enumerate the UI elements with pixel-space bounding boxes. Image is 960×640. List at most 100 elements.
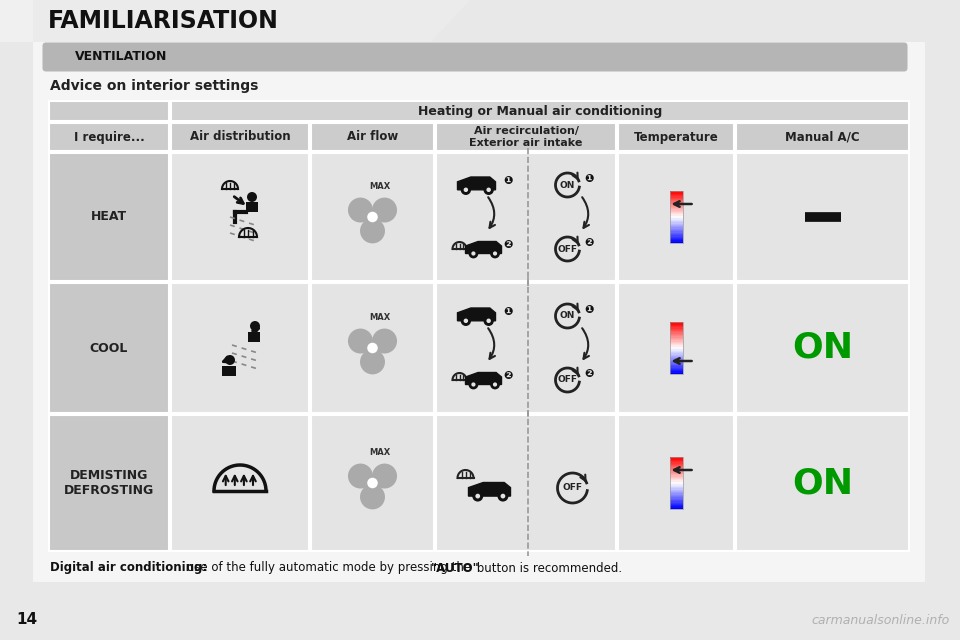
FancyBboxPatch shape [669,485,683,487]
Text: ON: ON [792,466,853,500]
FancyBboxPatch shape [669,490,683,492]
FancyBboxPatch shape [669,214,683,216]
Text: carmanualsonline.info: carmanualsonline.info [812,614,950,627]
FancyBboxPatch shape [669,195,683,196]
FancyBboxPatch shape [669,222,683,223]
FancyBboxPatch shape [669,345,683,347]
FancyBboxPatch shape [669,217,683,218]
FancyBboxPatch shape [669,326,683,327]
Text: ON: ON [560,180,575,189]
FancyBboxPatch shape [669,466,683,467]
FancyBboxPatch shape [669,354,683,356]
Circle shape [471,252,475,255]
Text: use of the fully automatic mode by pressing the: use of the fully automatic mode by press… [183,561,475,575]
FancyBboxPatch shape [669,457,683,458]
FancyBboxPatch shape [669,196,683,198]
Text: MAX: MAX [369,182,391,191]
FancyBboxPatch shape [669,483,683,484]
FancyBboxPatch shape [669,342,683,344]
FancyBboxPatch shape [669,360,683,361]
FancyBboxPatch shape [669,488,683,490]
Text: ❶: ❶ [503,176,513,186]
FancyBboxPatch shape [669,477,683,479]
Circle shape [462,316,470,325]
FancyBboxPatch shape [669,461,683,462]
Circle shape [464,188,468,192]
Polygon shape [458,308,495,321]
FancyBboxPatch shape [669,211,683,213]
FancyBboxPatch shape [669,202,683,204]
Text: Air flow: Air flow [347,131,398,143]
FancyBboxPatch shape [669,230,683,231]
FancyBboxPatch shape [735,153,909,281]
Text: ON: ON [792,331,853,365]
Text: Air recirculation/
Exterior air intake: Air recirculation/ Exterior air intake [469,126,583,148]
Circle shape [348,198,372,223]
FancyBboxPatch shape [669,200,683,202]
FancyBboxPatch shape [735,415,909,551]
FancyBboxPatch shape [669,494,683,496]
Circle shape [372,463,397,488]
FancyBboxPatch shape [669,468,683,470]
FancyBboxPatch shape [669,192,683,193]
FancyBboxPatch shape [436,123,616,151]
FancyBboxPatch shape [669,484,683,486]
FancyBboxPatch shape [49,100,169,121]
FancyBboxPatch shape [311,153,434,281]
FancyBboxPatch shape [669,240,683,242]
FancyBboxPatch shape [669,328,683,330]
Text: VENTILATION: VENTILATION [75,51,167,63]
Circle shape [473,492,483,501]
FancyBboxPatch shape [669,344,683,346]
FancyBboxPatch shape [0,0,960,42]
FancyBboxPatch shape [669,348,683,349]
FancyBboxPatch shape [669,480,683,482]
FancyBboxPatch shape [669,226,683,227]
FancyBboxPatch shape [436,283,616,413]
Text: "AUTO": "AUTO" [431,561,480,575]
FancyBboxPatch shape [311,283,434,413]
FancyBboxPatch shape [49,415,169,551]
Text: OFF: OFF [558,244,578,253]
Circle shape [464,319,468,323]
FancyBboxPatch shape [669,336,683,338]
FancyBboxPatch shape [669,327,683,328]
Text: Advice on interior settings: Advice on interior settings [50,79,258,93]
FancyBboxPatch shape [436,415,616,551]
Circle shape [368,212,378,222]
FancyBboxPatch shape [669,206,683,208]
FancyBboxPatch shape [669,335,683,336]
FancyBboxPatch shape [669,351,683,353]
FancyBboxPatch shape [669,205,683,207]
FancyBboxPatch shape [171,153,309,281]
FancyBboxPatch shape [669,231,683,232]
FancyBboxPatch shape [669,209,683,211]
Text: MAX: MAX [369,313,391,322]
FancyBboxPatch shape [669,333,683,335]
FancyBboxPatch shape [669,474,683,475]
Text: Temperature: Temperature [634,131,718,143]
Text: ❶: ❶ [585,174,594,184]
FancyBboxPatch shape [669,475,683,477]
Polygon shape [33,0,470,42]
Circle shape [471,382,475,387]
Polygon shape [466,372,501,385]
FancyBboxPatch shape [669,370,683,371]
FancyBboxPatch shape [669,369,683,370]
Text: Heating or Manual air conditioning: Heating or Manual air conditioning [418,104,662,118]
FancyBboxPatch shape [669,372,683,374]
FancyBboxPatch shape [49,153,169,281]
FancyBboxPatch shape [669,470,683,471]
FancyBboxPatch shape [617,283,734,413]
FancyBboxPatch shape [669,323,683,324]
FancyBboxPatch shape [49,123,169,151]
FancyBboxPatch shape [617,123,734,151]
FancyBboxPatch shape [669,228,683,230]
FancyBboxPatch shape [669,493,683,495]
Polygon shape [458,177,495,190]
FancyBboxPatch shape [669,458,683,460]
FancyBboxPatch shape [669,467,683,468]
FancyBboxPatch shape [669,365,683,366]
Text: HEAT: HEAT [91,211,127,223]
FancyBboxPatch shape [669,504,683,505]
